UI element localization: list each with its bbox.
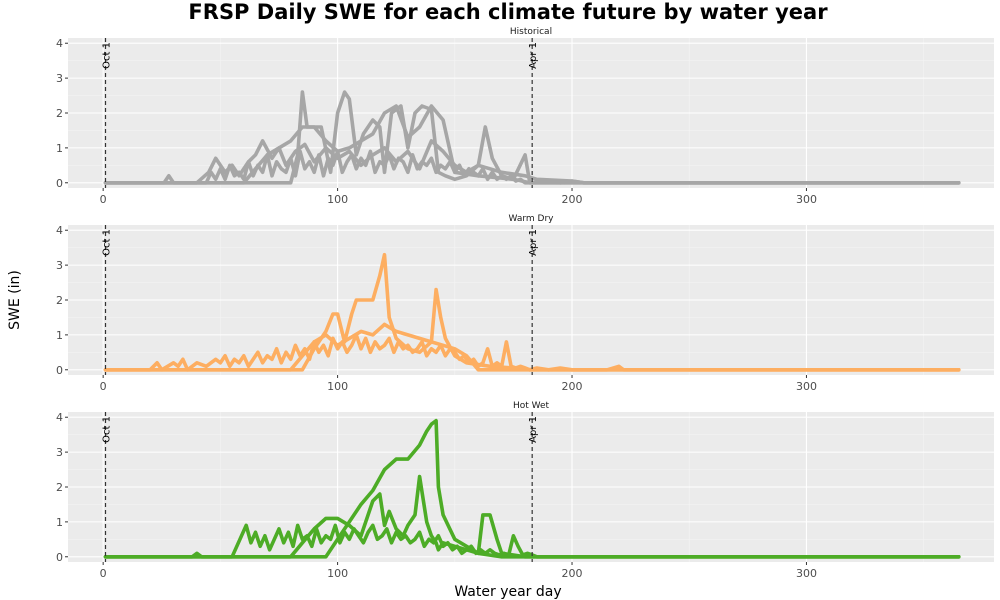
y-tick-label: 3 [56,259,63,272]
panel-title: Historical [510,27,552,37]
y-tick-label: 1 [56,142,63,155]
panel-title: Warm Dry [509,214,555,224]
series-line [103,333,961,372]
series-line [103,149,961,185]
y-tick-label: 4 [56,224,63,237]
y-tick-label: 2 [56,294,63,307]
series-line [103,474,961,559]
panel-1: Warm Dry 0 1 2 3 4 0 100 200 300 Oct 1 Apr 1 [56,214,994,393]
panel-2: Hot Wet 0 1 2 3 4 0 100 200 300 Oct 1 Apr 1 [56,401,994,580]
x-tick-label: 100 [327,567,348,580]
series-line [103,90,961,185]
x-axis-title: Water year day [454,584,561,600]
reference-line-label: Oct 1 [102,416,113,443]
x-tick-label: 100 [327,193,348,206]
x-tick-label: 200 [562,567,583,580]
y-tick-label: 4 [56,37,63,50]
y-axis-title: SWE (in) [7,270,23,330]
y-tick-label: 0 [56,177,63,190]
x-tick-label: 0 [100,567,107,580]
x-tick-label: 100 [327,380,348,393]
y-tick-label: 0 [56,364,63,377]
panel-title: Hot Wet [513,401,550,411]
x-tick-label: 200 [562,380,583,393]
y-tick-label: 4 [56,411,63,424]
y-tick-label: 2 [56,481,63,494]
panel-0: Historical 0 1 2 3 4 0 100 200 300 Oct 1 Apr 1 [56,27,994,206]
y-tick-label: 1 [56,329,63,342]
x-tick-label: 200 [562,193,583,206]
reference-line-label: Apr 1 [528,42,539,69]
chart-title: FRSP Daily SWE for each climate future b… [188,0,828,24]
y-tick-label: 3 [56,72,63,85]
y-tick-label: 1 [56,516,63,529]
x-tick-label: 300 [796,567,817,580]
reference-line-label: Apr 1 [528,416,539,443]
x-tick-label: 300 [796,193,817,206]
x-tick-label: 0 [100,193,107,206]
y-tick-label: 0 [56,551,63,564]
reference-line-label: Apr 1 [528,229,539,256]
y-tick-label: 3 [56,446,63,459]
reference-line-label: Oct 1 [102,42,113,69]
reference-line-label: Oct 1 [102,229,113,256]
y-tick-label: 2 [56,107,63,120]
series-line [103,523,961,559]
x-tick-label: 0 [100,380,107,393]
x-tick-label: 300 [796,380,817,393]
